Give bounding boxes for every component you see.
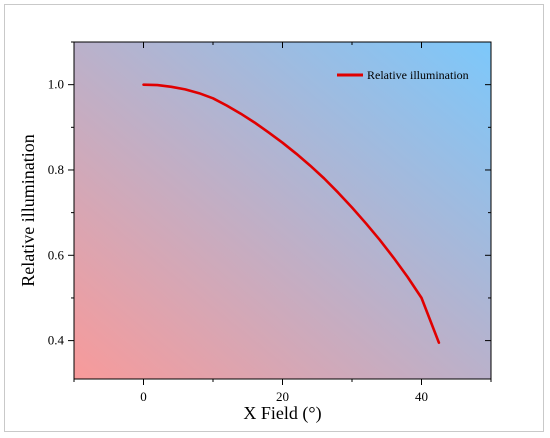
plot-border	[73, 41, 492, 380]
axis-tick-labels: 0 20 40 0.4 0.6 0.8 1.0	[48, 77, 428, 404]
y-tick-label: 0.6	[48, 247, 65, 262]
y-axis-label: Relative illumination	[18, 134, 38, 286]
y-tick-label: 1.0	[48, 77, 64, 92]
series-layer	[142, 83, 441, 345]
x-axis-label: X Field (°)	[243, 403, 321, 424]
x-tick-label: 0	[140, 389, 147, 404]
figure-frame: 0 20 40 0.4 0.6 0.8 1.0 Relative illumination …	[4, 4, 544, 432]
chart: 0 20 400.40.60.81.0 Relative illumination …	[18, 41, 492, 424]
legend: Relative illumination	[337, 68, 469, 82]
x-tick-label: 20	[276, 389, 289, 404]
y-tick-label: 0.4	[48, 333, 65, 348]
x-tick-label: 40	[415, 389, 428, 404]
series-line-1	[142, 83, 441, 345]
y-tick-label: 0.8	[48, 162, 64, 177]
legend-label-relative-illumination: Relative illumination	[367, 68, 469, 82]
plot-area	[74, 42, 491, 379]
